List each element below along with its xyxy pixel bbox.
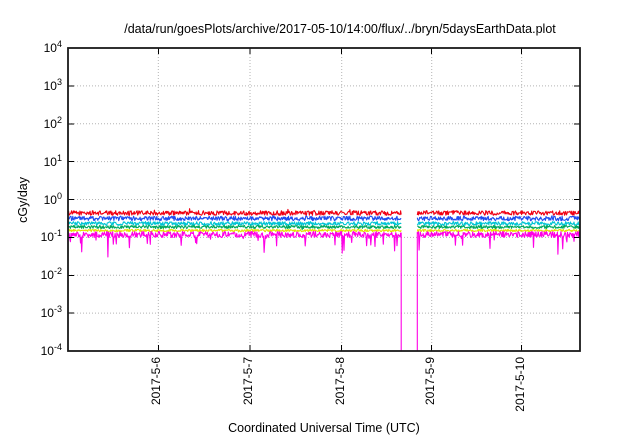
x-tick-label: 2017-5-7 <box>241 357 256 406</box>
y-tick-label: 100 <box>43 190 62 207</box>
series-path-dose-green <box>68 224 580 231</box>
y-tick-label: 101 <box>43 152 62 169</box>
x-tick-label: 2017-5-8 <box>332 357 347 406</box>
x-tick-label: 2017-5-9 <box>422 357 437 406</box>
series-path-dose-blue <box>68 214 580 222</box>
series-path-dose-yellow <box>68 228 580 233</box>
series-path-dose-cyan <box>68 221 580 228</box>
series-path-dose-red <box>68 208 580 216</box>
x-tick-label: 2017-5-10 <box>512 357 527 412</box>
plot-frame <box>67 47 581 352</box>
y-tick-label: 10-4 <box>40 342 62 358</box>
y-axis-title: cGy/day <box>16 177 30 223</box>
x-tick-label: 2017-5-6 <box>149 357 164 406</box>
y-tick-label: 102 <box>43 114 62 131</box>
y-tick-label: 10-3 <box>40 304 62 321</box>
series-path-dose-magenta <box>68 230 580 351</box>
y-tick-label: 10-1 <box>40 228 62 245</box>
y-tick-label: 10-2 <box>40 266 62 283</box>
y-tick-label: 104 <box>43 39 62 55</box>
plot-title: /data/run/goesPlots/archive/2017-05-10/1… <box>124 22 556 36</box>
x-axis-title: Coordinated Universal Time (UTC) <box>228 421 420 435</box>
y-tick-label: 103 <box>43 76 62 93</box>
